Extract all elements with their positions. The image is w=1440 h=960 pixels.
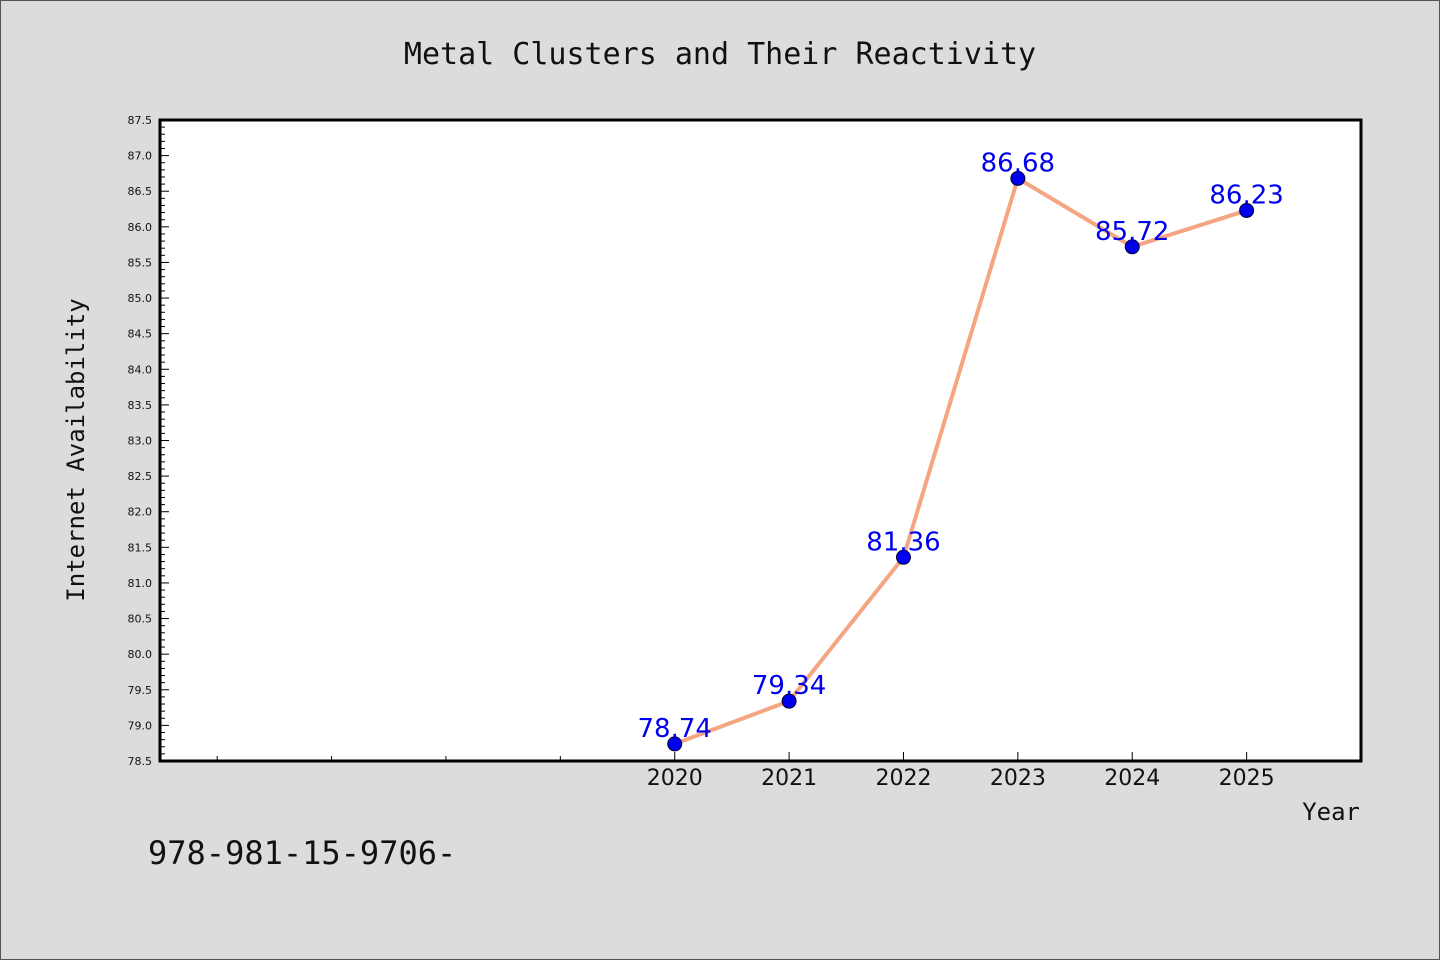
y-axis-ticks: 78.5 79.0 79.5 80.0 80.5 81.0 81.5 82.0 82.5 83.0… bbox=[128, 114, 169, 768]
y-tick-label: 82.0 bbox=[128, 506, 153, 519]
chart-title: Metal Clusters and Their Reactivity bbox=[404, 37, 1036, 72]
x-tick-label: 2022 bbox=[875, 766, 931, 791]
x-tick-label: 2021 bbox=[761, 766, 817, 791]
data-label: 85.72 bbox=[1095, 217, 1169, 247]
x-tick-label: 2024 bbox=[1104, 766, 1160, 791]
data-labels-layer: 78.74 79.34 81.36 86.68 85.72 86.23 bbox=[637, 148, 1283, 744]
series-line bbox=[674, 176, 1248, 746]
y-axis-label: Internet Availability bbox=[62, 298, 90, 601]
y-tick-label: 81.5 bbox=[128, 541, 153, 554]
footnote-isbn: 978-981-15-9706- bbox=[148, 834, 456, 872]
data-label: 79.34 bbox=[752, 671, 826, 701]
y-tick-label: 83.0 bbox=[128, 435, 153, 448]
data-label: 78.74 bbox=[637, 714, 711, 744]
y-tick-label: 87.0 bbox=[128, 150, 153, 163]
y-tick-label: 82.5 bbox=[128, 470, 153, 483]
y-tick-label: 79.0 bbox=[128, 719, 153, 732]
y-tick-label: 80.5 bbox=[128, 613, 153, 626]
x-axis-ticks: 2020 2021 2022 2023 2024 2025 bbox=[216, 752, 1275, 791]
y-tick-label: 81.0 bbox=[128, 577, 153, 590]
y-tick-label: 85.5 bbox=[128, 256, 153, 269]
y-tick-label: 86.5 bbox=[128, 185, 153, 198]
data-point bbox=[895, 549, 911, 565]
y-tick-label: 84.0 bbox=[128, 363, 153, 376]
y-tick-label: 87.5 bbox=[128, 114, 153, 127]
x-axis-label: Year bbox=[1302, 798, 1360, 826]
y-tick-label: 80.0 bbox=[128, 648, 153, 661]
y-tick-label: 86.0 bbox=[128, 221, 153, 234]
y-tick-label: 79.5 bbox=[128, 684, 153, 697]
data-label: 86.23 bbox=[1209, 180, 1283, 210]
data-point bbox=[1239, 202, 1255, 218]
data-point bbox=[667, 736, 683, 752]
data-label: 81.36 bbox=[866, 527, 940, 557]
series-layer bbox=[667, 170, 1255, 752]
plot-area bbox=[158, 118, 1363, 763]
data-label: 86.68 bbox=[981, 148, 1055, 178]
x-tick-label: 2023 bbox=[990, 766, 1046, 791]
y-tick-label: 84.5 bbox=[128, 328, 153, 341]
x-tick-label: 2025 bbox=[1219, 766, 1275, 791]
x-tick-label: 2020 bbox=[647, 766, 703, 791]
y-tick-label: 78.5 bbox=[128, 755, 153, 768]
data-point bbox=[1124, 239, 1140, 255]
data-point bbox=[1010, 170, 1026, 186]
y-tick-label: 85.0 bbox=[128, 292, 153, 305]
y-tick-label: 83.5 bbox=[128, 399, 153, 412]
data-point bbox=[781, 693, 797, 709]
